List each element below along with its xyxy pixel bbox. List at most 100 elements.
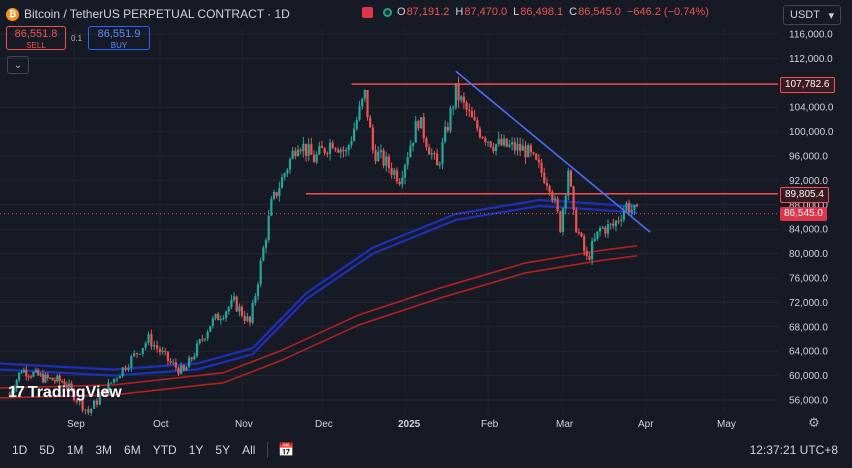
candle <box>535 153 538 160</box>
timeframe-3m[interactable]: 3M <box>95 443 113 457</box>
chevron-down-icon: ⌄ <box>13 59 23 71</box>
candle <box>20 372 23 374</box>
timeframe-1y[interactable]: 1Y <box>188 443 204 457</box>
candle <box>532 152 535 154</box>
candle <box>124 367 127 370</box>
moving-average-red <box>0 255 638 399</box>
candle <box>75 400 78 402</box>
candle <box>156 345 159 349</box>
flag-icon[interactable] <box>362 6 373 18</box>
candle <box>217 313 220 321</box>
candle <box>78 399 81 402</box>
candle <box>583 236 586 252</box>
timeframe-5d[interactable]: 5D <box>39 443 55 457</box>
collapse-legend-button[interactable]: ⌄ <box>7 56 29 74</box>
candle <box>342 149 345 152</box>
candle <box>580 232 583 237</box>
date-axis-label: Apr <box>638 419 654 430</box>
price-axis-label: 60,000.0 <box>789 371 828 382</box>
candle <box>543 172 546 183</box>
candle <box>299 149 302 152</box>
candle <box>363 90 366 99</box>
candle <box>10 391 14 394</box>
candle <box>409 146 412 158</box>
timeframe-5y[interactable]: 5Y <box>215 443 231 457</box>
gear-icon[interactable]: ⚙ <box>808 415 820 430</box>
candle <box>398 181 401 185</box>
symbol-title[interactable]: Bitcoin / TetherUS PERPETUAL CONTRACT · … <box>24 7 290 21</box>
close-value: 86,545.0 <box>578 6 621 18</box>
candle <box>425 138 428 148</box>
candle <box>492 147 495 152</box>
currency-select[interactable]: USDT ▾ <box>783 5 841 25</box>
candle <box>577 232 580 234</box>
candle <box>222 317 225 320</box>
timeframe-1m[interactable]: 1M <box>66 443 84 457</box>
candle <box>556 198 559 212</box>
price-axis-label: 88,000.0 <box>789 200 828 211</box>
candle <box>304 143 308 156</box>
candle <box>118 376 121 379</box>
candle <box>195 343 199 357</box>
timeframe-ytd[interactable]: YTD <box>152 443 177 457</box>
candle <box>406 157 409 166</box>
candle <box>529 145 532 153</box>
price-axis-label: 104,000.0 <box>789 103 834 114</box>
timeframe-all[interactable]: All <box>242 443 256 457</box>
candle <box>270 198 273 216</box>
spread-value: 0.1 <box>71 34 83 43</box>
market-status-icon[interactable] <box>383 7 392 17</box>
chart-header: ₿ Bitcoin / TetherUS PERPETUAL CONTRACT … <box>6 5 290 23</box>
candle <box>361 98 364 107</box>
candle <box>259 260 262 285</box>
candle <box>540 162 543 173</box>
candle <box>144 343 147 348</box>
candle <box>51 377 54 381</box>
high-value: 87,470.0 <box>464 6 508 18</box>
candle <box>387 156 391 168</box>
candle <box>161 350 164 353</box>
candle <box>84 409 87 411</box>
candle <box>505 138 508 147</box>
moving-average-blue <box>0 204 638 377</box>
candle <box>101 390 104 396</box>
candle <box>430 153 433 155</box>
candle <box>320 145 324 148</box>
price-axis-label: 68,000.0 <box>789 322 828 333</box>
candle <box>339 149 342 153</box>
timeframe-6m[interactable]: 6M <box>124 443 141 457</box>
candle <box>612 223 615 227</box>
candle <box>548 185 551 192</box>
buy-button[interactable]: 86,551.9 BUY <box>88 26 150 50</box>
candle <box>489 141 492 148</box>
candle <box>60 380 64 382</box>
timeframe-1d[interactable]: 1D <box>12 443 28 457</box>
candle <box>158 348 162 353</box>
sell-button[interactable]: 86,551.8 SELL <box>6 26 66 50</box>
candle <box>141 347 144 354</box>
candle <box>41 373 45 383</box>
moving-average-blue <box>0 198 638 371</box>
buy-label: BUY <box>110 41 128 50</box>
candle <box>390 167 393 175</box>
candle <box>350 140 353 146</box>
tradingview-mark-icon: 17 <box>8 384 25 401</box>
candle <box>414 120 417 143</box>
candle <box>382 149 385 166</box>
candle <box>238 306 241 312</box>
calendar-icon[interactable]: 📅 <box>278 442 295 457</box>
candle <box>585 251 588 256</box>
candle <box>296 149 300 157</box>
candle <box>347 145 350 150</box>
candle <box>72 389 76 401</box>
candle <box>65 384 68 388</box>
clock[interactable]: 12:37:21 UTC+8 <box>749 443 838 457</box>
candle <box>614 220 618 227</box>
candle <box>267 215 270 240</box>
candle <box>379 149 383 152</box>
candle <box>115 378 119 380</box>
toolbar-divider <box>267 442 269 458</box>
candle <box>606 224 610 234</box>
